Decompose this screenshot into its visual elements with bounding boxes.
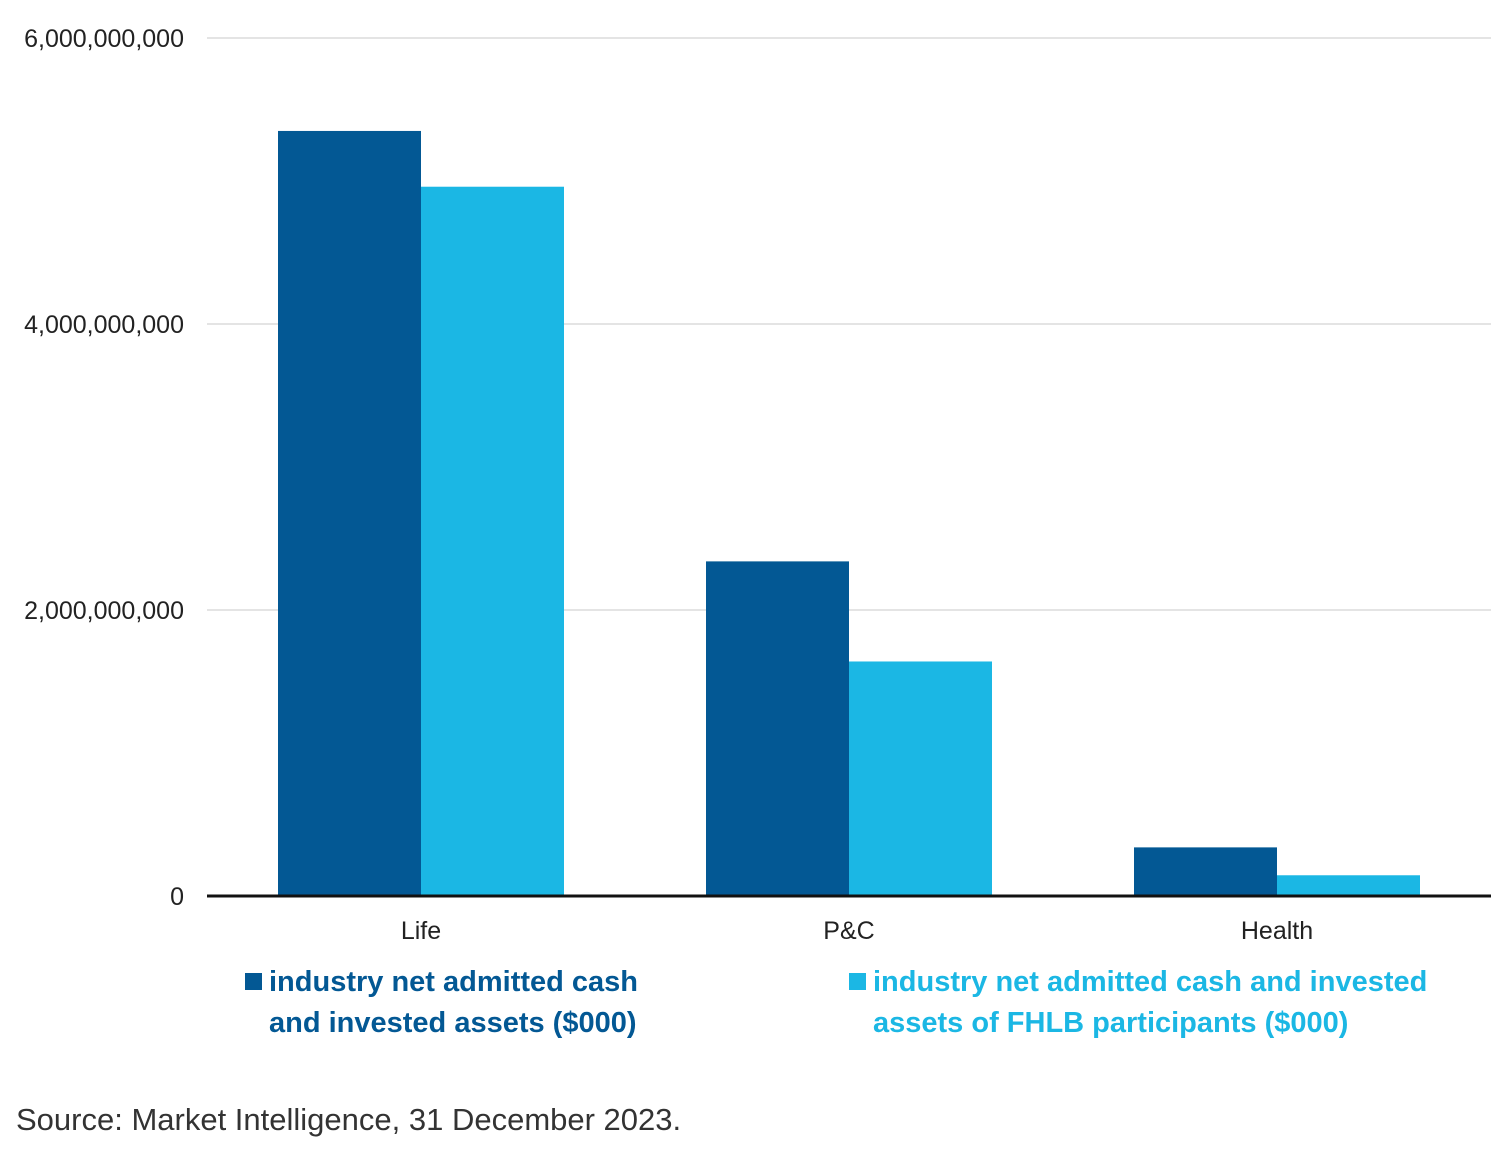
bar [421, 186, 564, 897]
legend-swatch-industry [245, 973, 262, 990]
y-axis-ticks: 0 2,000,000,000 4,000,000,000 6,000,000,000 [24, 25, 184, 911]
legend-label-fhlb-line2: assets of FHLB participants ($000) [873, 1007, 1349, 1039]
x-tick-label: P&C [823, 917, 874, 945]
legend-label-industry-line2: and invested assets ($000) [269, 1007, 637, 1039]
bar [1134, 847, 1277, 896]
bars [278, 130, 1420, 897]
y-tick-label: 4,000,000,000 [24, 311, 184, 339]
bar-chart: 0 2,000,000,000 4,000,000,000 6,000,000,000… [24, 25, 1491, 945]
bar [849, 661, 992, 896]
x-tick-label: Health [1241, 917, 1313, 945]
bar [1277, 875, 1420, 896]
x-axis-ticks: Life P&C Health [401, 917, 1313, 945]
legend-label-industry-line1: industry net admitted cash [269, 966, 639, 998]
source-note: Source: Market Intelligence, 31 December… [16, 1102, 682, 1137]
legend-label-fhlb-line1: industry net admitted cash and invested [873, 966, 1428, 998]
y-tick-label: 2,000,000,000 [24, 597, 184, 625]
y-tick-label: 0 [170, 883, 184, 911]
x-tick-label: Life [401, 917, 441, 945]
bar [278, 130, 421, 896]
legend-swatch-fhlb [849, 973, 866, 990]
y-tick-label: 6,000,000,000 [24, 25, 184, 53]
bar [706, 561, 849, 896]
